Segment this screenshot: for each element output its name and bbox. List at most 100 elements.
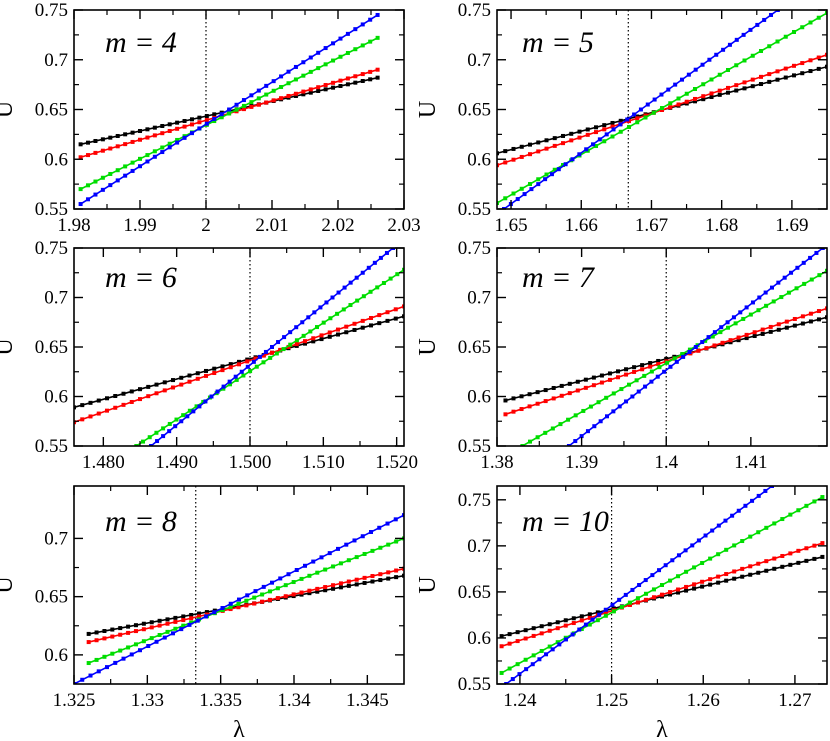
data-point (291, 580, 296, 585)
data-point (725, 320, 730, 325)
data-point (315, 570, 320, 575)
panel-6: 1.24 1.25 1.26 1.27 0.55 0.6 0.65 0.7 0.75 Uλ m = … (415, 485, 828, 741)
data-point (115, 168, 120, 173)
panel-3: 1.480 1.490 1.500 1.510 1.520 0.55 0.6 0.65 0.7 0… (0, 238, 418, 473)
data-point (321, 320, 326, 325)
data-point (552, 136, 557, 141)
data-point (510, 677, 515, 682)
x-tick-label: 1.27 (778, 690, 811, 711)
data-point (145, 153, 150, 158)
data-point (182, 118, 187, 123)
data-point (575, 388, 580, 393)
data-point (717, 92, 722, 97)
data-point (795, 265, 800, 270)
data-point (301, 333, 306, 338)
data-point (598, 419, 603, 424)
data-point (204, 368, 208, 373)
data-point (635, 596, 640, 601)
data-point (237, 362, 241, 367)
data-point (212, 112, 217, 117)
data-point (616, 375, 620, 380)
data-point (152, 133, 157, 138)
data-point (619, 387, 624, 392)
data-point (161, 434, 166, 439)
data-point (78, 142, 83, 147)
data-point (220, 608, 225, 613)
data-point (335, 311, 340, 316)
data-point (748, 312, 753, 317)
data-point (331, 583, 336, 588)
data-point (680, 77, 685, 82)
x-tick-label: 1.34 (277, 690, 311, 711)
data-point (261, 584, 266, 589)
y-tick-label: 0.55 (35, 436, 68, 457)
data-point (579, 618, 584, 623)
data-point (141, 639, 146, 644)
series-red-markers (74, 304, 404, 425)
data-point (657, 365, 662, 370)
panel-label: m = 6 (105, 261, 177, 294)
x-tick-label: 1.4 (654, 452, 678, 473)
x-tick-label: 1.98 (57, 215, 90, 236)
data-point (511, 146, 516, 151)
data-point (187, 408, 192, 413)
data-point (346, 558, 351, 563)
data-point (353, 80, 358, 85)
data-point (610, 134, 615, 139)
data-point (108, 183, 113, 188)
data-point (720, 340, 725, 345)
data-point (197, 611, 202, 616)
data-point (368, 17, 373, 22)
data-point (303, 339, 307, 344)
data-point (808, 58, 813, 63)
data-point (511, 157, 516, 162)
y-tick-label: 0.55 (35, 199, 68, 220)
data-point (228, 382, 233, 387)
data-point (249, 100, 254, 105)
data-point (559, 383, 564, 388)
data-point (796, 548, 801, 553)
y-tick-label: 0.7 (467, 50, 491, 71)
data-point (145, 135, 150, 140)
data-point (634, 378, 639, 383)
series-blue-markers (566, 248, 825, 446)
data-point (728, 338, 733, 343)
data-point (100, 148, 105, 153)
data-point (264, 92, 269, 97)
y-tick-label: 0.55 (458, 436, 491, 457)
data-point (684, 588, 689, 593)
data-point (162, 635, 167, 640)
data-point (709, 77, 714, 82)
data-point (528, 182, 532, 187)
data-point (619, 604, 624, 609)
data-point (353, 47, 358, 52)
data-point (330, 295, 335, 300)
data-point (402, 304, 404, 309)
data-point (536, 140, 541, 145)
data-point (316, 66, 321, 71)
data-point (742, 80, 747, 85)
data-point (732, 569, 737, 574)
data-point (80, 417, 85, 422)
data-point (756, 561, 761, 566)
data-point (228, 365, 233, 370)
data-point (228, 362, 233, 367)
data-point (604, 132, 609, 137)
data-point (293, 64, 298, 69)
data-point (236, 605, 241, 610)
data-point (792, 29, 796, 34)
data-point (783, 75, 788, 80)
data-point (331, 80, 336, 85)
data-point (323, 83, 328, 88)
data-point (212, 371, 217, 376)
data-point (354, 582, 359, 587)
data-point (227, 379, 232, 384)
data-point (94, 638, 99, 643)
data-point (88, 414, 93, 419)
data-point (138, 397, 142, 402)
data-point (696, 348, 701, 353)
data-point (167, 128, 172, 133)
series-green-markers (78, 35, 380, 192)
data-point (519, 144, 524, 149)
data-point (121, 391, 126, 396)
